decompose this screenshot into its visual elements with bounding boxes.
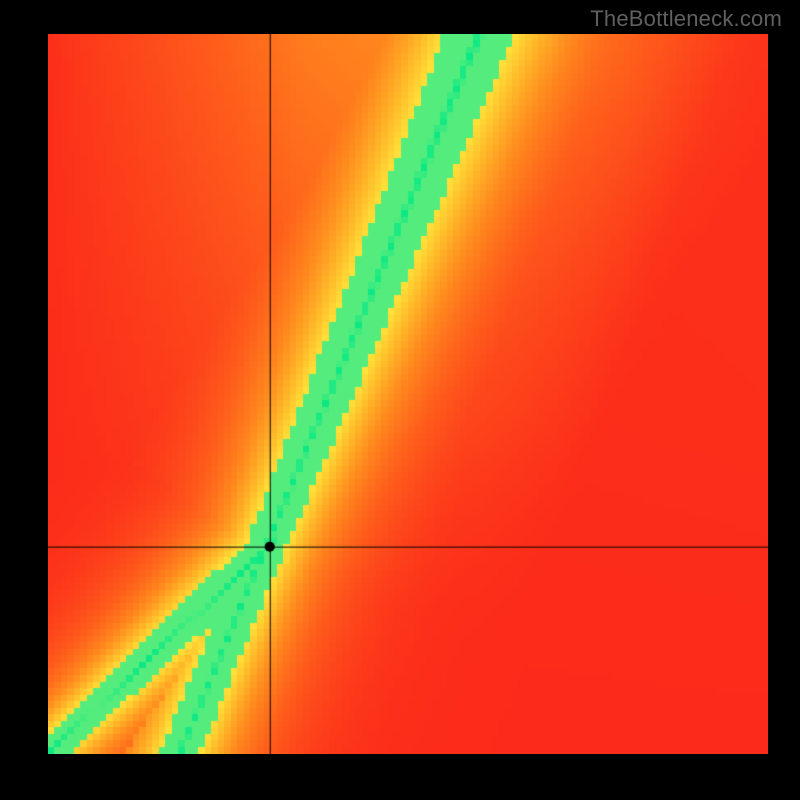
- chart-container: TheBottleneck.com: [0, 0, 800, 800]
- heatmap-canvas: [48, 34, 768, 754]
- watermark-text: TheBottleneck.com: [590, 6, 782, 32]
